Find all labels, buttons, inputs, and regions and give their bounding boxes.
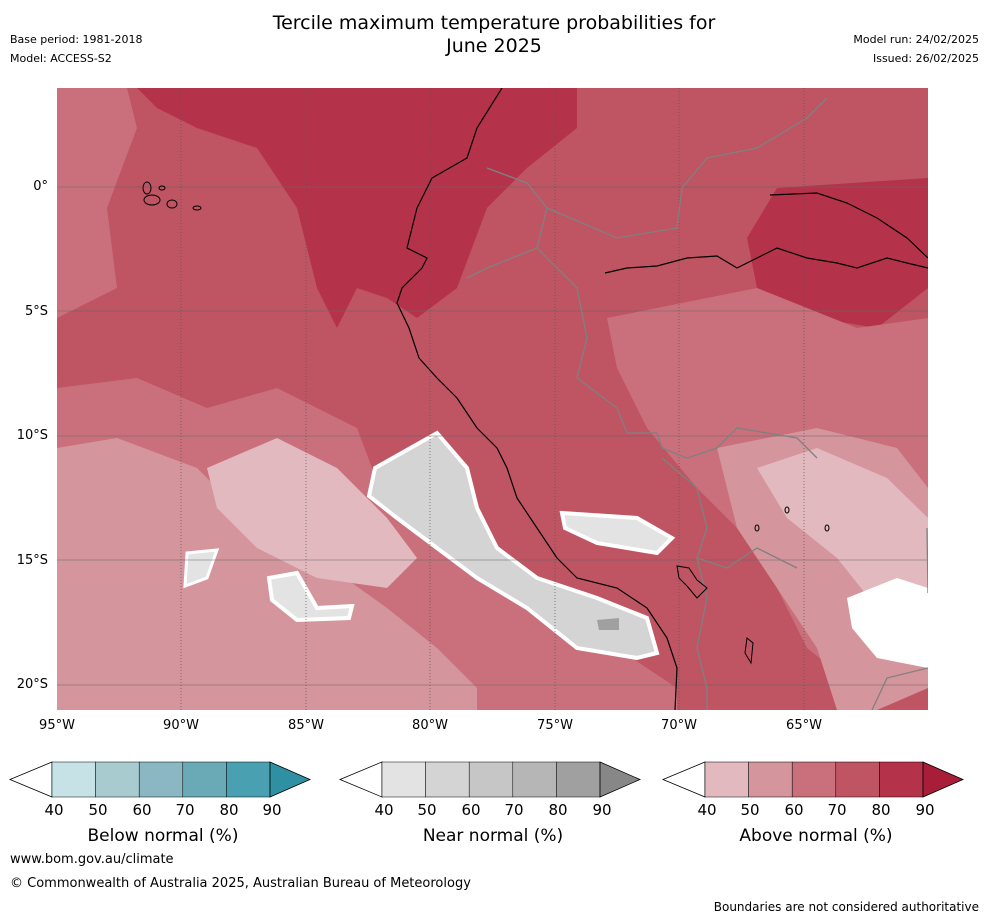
model-run-date: Model run: 24/02/2025	[853, 33, 979, 46]
cb-above-tick-40: 40	[697, 801, 717, 819]
colorbar-swatch	[791, 761, 837, 798]
lon-label-65w: 65°W	[786, 718, 822, 733]
medium-probability-zone-west	[57, 88, 137, 318]
model-name: Model: ACCESS-S2	[10, 52, 112, 65]
lat-label-0: 0°	[33, 179, 48, 194]
colorbar-below-normal	[8, 761, 311, 798]
lon-label-75w: 75°W	[537, 718, 573, 733]
near-normal-zone-inland	[559, 510, 676, 556]
colorbar-swatch	[226, 761, 271, 798]
title-line-1: Tercile maximum temperature probabilitie…	[272, 12, 716, 34]
cb-below-tick-50: 50	[88, 801, 108, 819]
colorbar-near-normal	[338, 761, 641, 798]
issued-date: Issued: 26/02/2025	[872, 52, 979, 65]
coastlines	[396, 88, 928, 710]
cb-below-tick-90: 90	[262, 801, 282, 819]
probability-map	[57, 88, 928, 710]
lat-label-10s: 10°S	[16, 428, 48, 443]
low-probability-zone-ocean	[57, 438, 477, 710]
colorbar-arrow-high	[269, 761, 311, 798]
page-title: Tercile maximum temperature probabilitie…	[0, 12, 988, 58]
cb-above-title: Above normal (%)	[739, 826, 893, 846]
cb-below-tick-60: 60	[132, 801, 152, 819]
lon-label-70w: 70°W	[661, 718, 697, 733]
cb-near-tick-40: 40	[374, 801, 394, 819]
colorbar-swatch	[512, 761, 557, 798]
colorbar-arrow-low	[338, 761, 383, 798]
colorbar-swatch	[381, 761, 426, 798]
lon-label-85w: 85°W	[288, 718, 324, 733]
lat-label-5s: 5°S	[24, 304, 48, 319]
colorbar-swatch	[51, 761, 96, 798]
colorbar-swatch	[704, 761, 749, 798]
cb-near-tick-80: 80	[548, 801, 568, 819]
cb-near-tick-60: 60	[461, 801, 481, 819]
cb-near-tick-50: 50	[417, 801, 437, 819]
colorbar-arrow-high	[922, 761, 964, 798]
colorbar-swatch	[138, 761, 184, 798]
cb-near-tick-90: 90	[592, 801, 612, 819]
cb-above-tick-50: 50	[740, 801, 760, 819]
lat-label-15s: 15°S	[16, 553, 48, 568]
copyright-text: © Commonwealth of Australia 2025, Austra…	[10, 876, 471, 891]
lon-label-95w: 95°W	[39, 718, 75, 733]
cb-above-tick-60: 60	[784, 801, 804, 819]
website-link[interactable]: www.bom.gov.au/climate	[10, 852, 174, 867]
near-normal-zone-ocean	[266, 570, 355, 623]
colorbar-swatch	[556, 761, 601, 798]
lakes	[676, 506, 830, 665]
title-line-2: June 2025	[446, 35, 542, 57]
colorbar-swatch	[182, 761, 227, 798]
white-zone-southeast	[847, 578, 928, 668]
near-normal-zone-islet	[183, 548, 220, 589]
near-normal-zone-coast	[366, 430, 660, 661]
colorbar-swatch	[748, 761, 793, 798]
high-probability-zone-east	[747, 178, 928, 328]
cb-above-tick-80: 80	[871, 801, 891, 819]
cb-near-title: Near normal (%)	[422, 826, 564, 846]
cb-below-title: Below normal (%)	[87, 826, 239, 846]
colorbar-swatch	[879, 761, 924, 798]
near-normal-dark-patch	[597, 618, 619, 630]
colorbar-arrow-low	[8, 761, 53, 798]
colorbar-swatch	[468, 761, 514, 798]
high-probability-zone	[137, 88, 577, 328]
cb-near-tick-70: 70	[504, 801, 524, 819]
colorbar-above-normal	[661, 761, 964, 798]
colorbar-swatch	[835, 761, 880, 798]
colorbar-arrow-high	[599, 761, 641, 798]
cb-above-tick-70: 70	[827, 801, 847, 819]
disclaimer-text: Boundaries are not considered authoritat…	[713, 900, 979, 914]
cb-below-tick-80: 80	[219, 801, 239, 819]
cb-below-tick-70: 70	[175, 801, 195, 819]
colorbar-swatch	[95, 761, 140, 798]
lowest-probability-zone-bolivia	[757, 448, 928, 608]
lon-label-90w: 90°W	[163, 718, 199, 733]
country-borders	[466, 97, 928, 710]
galapagos-islands	[142, 181, 202, 211]
colorbar-swatch	[425, 761, 470, 798]
lon-label-80w: 80°W	[412, 718, 448, 733]
base-period: Base period: 1981-2018	[10, 33, 143, 46]
cb-above-tick-90: 90	[915, 801, 935, 819]
lowest-probability-zone-ocean	[207, 438, 417, 588]
lat-label-20s: 20°S	[16, 677, 48, 692]
cb-below-tick-40: 40	[44, 801, 64, 819]
colorbar-arrow-low	[661, 761, 706, 798]
